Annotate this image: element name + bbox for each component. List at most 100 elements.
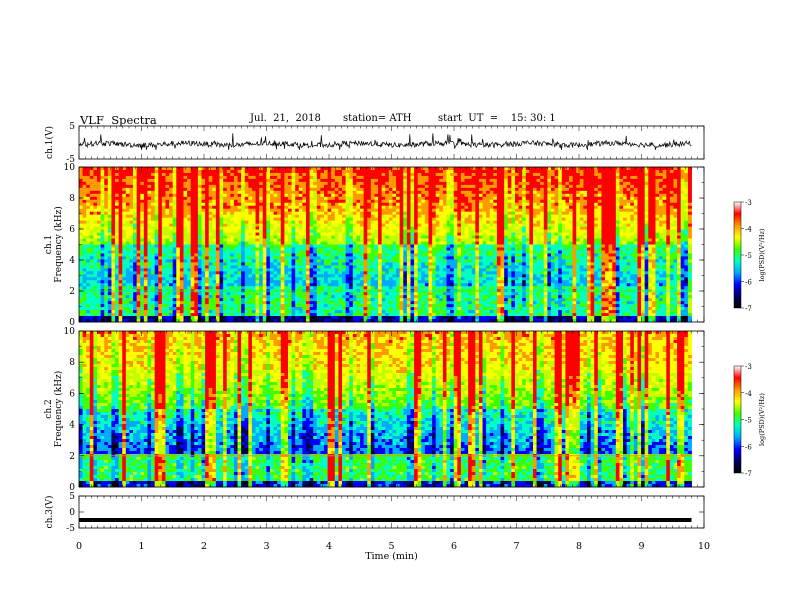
spectrogram-cell bbox=[223, 202, 228, 207]
spectrogram-cell bbox=[500, 217, 505, 222]
spectrogram-cell bbox=[432, 226, 437, 230]
spectrogram-cell bbox=[205, 178, 210, 183]
spectrogram-cell bbox=[226, 250, 231, 254]
spectrogram-cell bbox=[381, 193, 386, 198]
spectrogram-cell bbox=[543, 190, 548, 195]
spectrogram-cell bbox=[305, 169, 310, 174]
spectrogram-cell bbox=[471, 238, 476, 242]
spectrogram-cell bbox=[86, 190, 91, 195]
spectrogram-cell bbox=[432, 238, 437, 242]
spectrogram-cell bbox=[565, 169, 570, 174]
spectrogram-cell bbox=[630, 235, 635, 239]
spectrogram-cell bbox=[291, 232, 296, 236]
spectrogram-cell bbox=[655, 214, 660, 219]
spectrogram-cell bbox=[187, 238, 192, 242]
spectrogram-cell bbox=[219, 241, 224, 245]
spectrogram-cell bbox=[561, 220, 566, 225]
spectrogram-cell bbox=[284, 181, 289, 186]
spectrogram-cell bbox=[432, 202, 437, 207]
spectrogram-cell bbox=[608, 250, 613, 254]
spectrogram-cell bbox=[587, 178, 592, 183]
spectrogram-cell bbox=[432, 208, 437, 213]
spectrogram-cell bbox=[86, 232, 91, 236]
spectrogram-cell bbox=[161, 214, 166, 219]
spectrogram-cell bbox=[637, 214, 642, 219]
spectrogram-cell bbox=[565, 220, 570, 225]
spectrogram-cell bbox=[615, 214, 620, 219]
spectrogram-cell bbox=[187, 167, 192, 171]
spectrogram-cell bbox=[284, 187, 289, 192]
spectrogram-cell bbox=[453, 167, 458, 171]
spectrogram-cell bbox=[608, 175, 613, 180]
spectrogram-cell bbox=[608, 241, 613, 245]
spectrogram-cell bbox=[104, 175, 109, 180]
spectrogram-cell bbox=[295, 169, 300, 174]
spectrogram-cell bbox=[338, 244, 343, 248]
spectrogram-cell bbox=[251, 235, 256, 239]
spectrogram-cell bbox=[525, 178, 530, 183]
spectrogram-cell bbox=[147, 196, 152, 201]
spectrogram-cell bbox=[644, 199, 649, 204]
spectrogram-cell bbox=[421, 169, 426, 174]
spectrogram-cell bbox=[215, 226, 220, 230]
spectrogram-cell bbox=[349, 235, 354, 239]
spectrogram-cell bbox=[623, 238, 628, 242]
spectrogram-cell bbox=[619, 211, 624, 216]
spectrogram-cell bbox=[356, 244, 361, 248]
spectrogram-cell bbox=[421, 167, 426, 171]
spectrogram-cell bbox=[612, 184, 617, 189]
spectrogram-cell bbox=[223, 235, 228, 239]
spectrogram-cell bbox=[86, 175, 91, 180]
spectrogram-cell bbox=[554, 196, 559, 201]
spectrogram-cell bbox=[633, 196, 638, 201]
spectrogram-cell bbox=[309, 232, 314, 236]
spectrogram-cell bbox=[151, 211, 156, 216]
spectrogram-cell bbox=[136, 175, 141, 180]
spectrogram-cell bbox=[446, 250, 451, 254]
spectrogram-cell bbox=[147, 193, 152, 198]
spectrogram-cell bbox=[190, 232, 195, 236]
spectrogram-cell bbox=[129, 241, 134, 245]
spectrogram-cell bbox=[223, 193, 228, 198]
spectrogram-cell bbox=[172, 217, 177, 222]
spectrogram-cell bbox=[486, 241, 491, 245]
spectrogram-cell bbox=[471, 235, 476, 239]
spectrogram-cell bbox=[439, 238, 444, 242]
spectrogram-cell bbox=[414, 181, 419, 186]
spectrogram-cell bbox=[183, 172, 188, 177]
spectrogram-cell bbox=[597, 172, 602, 177]
spectrogram-cell bbox=[107, 232, 112, 236]
spectrogram-cell bbox=[161, 208, 166, 213]
spectrogram-cell bbox=[457, 226, 462, 230]
spectrogram-cell bbox=[277, 229, 282, 233]
spectrogram-cell bbox=[428, 211, 433, 216]
spectrogram-cell bbox=[464, 208, 469, 213]
spectrogram-cell bbox=[432, 193, 437, 198]
spectrogram-cell bbox=[370, 181, 375, 186]
spectrogram-cell bbox=[482, 172, 487, 177]
spectrogram-cell bbox=[424, 238, 429, 242]
spectrogram-cell bbox=[190, 187, 195, 192]
spectrogram-cell bbox=[251, 250, 256, 254]
spectrogram-cell bbox=[345, 235, 350, 239]
spectrogram-cell bbox=[287, 178, 292, 183]
spectrogram-cell bbox=[615, 169, 620, 174]
spectrogram-cell bbox=[651, 241, 656, 245]
spectrogram-cell bbox=[133, 175, 138, 180]
spectrogram-cell bbox=[197, 193, 202, 198]
spectrogram-cell bbox=[226, 241, 231, 245]
spectrogram-cell bbox=[673, 175, 678, 180]
spectrogram-cell bbox=[176, 193, 181, 198]
spectrogram-cell bbox=[493, 241, 498, 245]
spectrogram-cell bbox=[169, 217, 174, 222]
spectrogram-cell bbox=[439, 184, 444, 189]
spectrogram-cell bbox=[104, 217, 109, 222]
spectrogram-cell bbox=[378, 247, 383, 251]
spectrogram-cell bbox=[107, 184, 112, 189]
spectrogram-cell bbox=[684, 169, 689, 174]
spectrogram-cell bbox=[212, 247, 217, 251]
spectrogram-cell bbox=[154, 232, 159, 236]
spectrogram-cell bbox=[266, 205, 271, 210]
spectrogram-cell bbox=[111, 247, 116, 251]
